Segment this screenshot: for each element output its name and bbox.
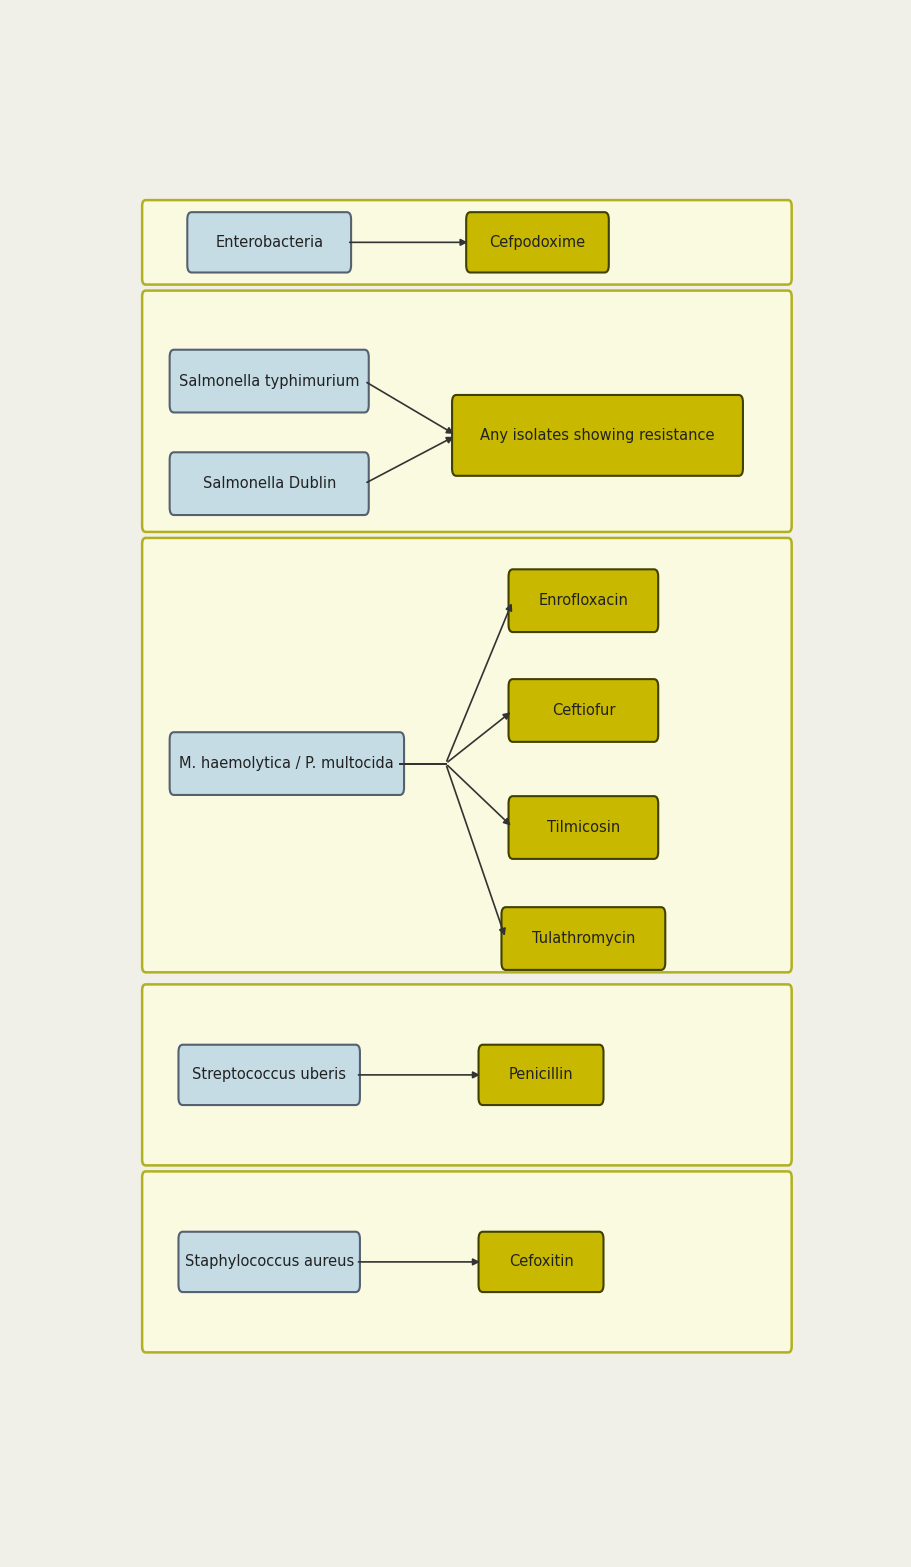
Text: Staphylococcus aureus: Staphylococcus aureus <box>185 1255 353 1269</box>
FancyBboxPatch shape <box>179 1045 360 1105</box>
Text: Enterobacteria: Enterobacteria <box>215 235 323 249</box>
FancyBboxPatch shape <box>478 1045 603 1105</box>
Text: Salmonella Dublin: Salmonella Dublin <box>202 476 336 490</box>
FancyBboxPatch shape <box>142 1172 792 1352</box>
FancyBboxPatch shape <box>142 537 792 972</box>
FancyBboxPatch shape <box>169 732 404 794</box>
FancyBboxPatch shape <box>452 395 743 476</box>
Text: Cefoxitin: Cefoxitin <box>508 1255 573 1269</box>
Text: Enrofloxacin: Enrofloxacin <box>538 594 629 608</box>
FancyBboxPatch shape <box>142 984 792 1166</box>
Text: Ceftiofur: Ceftiofur <box>552 704 615 718</box>
Text: Cefpodoxime: Cefpodoxime <box>489 235 586 249</box>
FancyBboxPatch shape <box>508 796 659 859</box>
Text: Streptococcus uberis: Streptococcus uberis <box>192 1067 346 1083</box>
Text: Penicillin: Penicillin <box>508 1067 573 1083</box>
FancyBboxPatch shape <box>142 290 792 531</box>
FancyBboxPatch shape <box>142 201 792 285</box>
FancyBboxPatch shape <box>478 1232 603 1293</box>
FancyBboxPatch shape <box>188 212 351 273</box>
FancyBboxPatch shape <box>169 453 369 516</box>
FancyBboxPatch shape <box>466 212 609 273</box>
FancyBboxPatch shape <box>179 1232 360 1293</box>
FancyBboxPatch shape <box>501 907 665 970</box>
Text: Any isolates showing resistance: Any isolates showing resistance <box>480 428 715 443</box>
Text: Tilmicosin: Tilmicosin <box>547 820 620 835</box>
FancyBboxPatch shape <box>508 679 659 741</box>
Text: Tulathromycin: Tulathromycin <box>532 931 635 946</box>
FancyBboxPatch shape <box>508 569 659 632</box>
Text: M. haemolytica / P. multocida: M. haemolytica / P. multocida <box>179 757 394 771</box>
FancyBboxPatch shape <box>169 349 369 412</box>
Text: Salmonella typhimurium: Salmonella typhimurium <box>179 373 360 389</box>
